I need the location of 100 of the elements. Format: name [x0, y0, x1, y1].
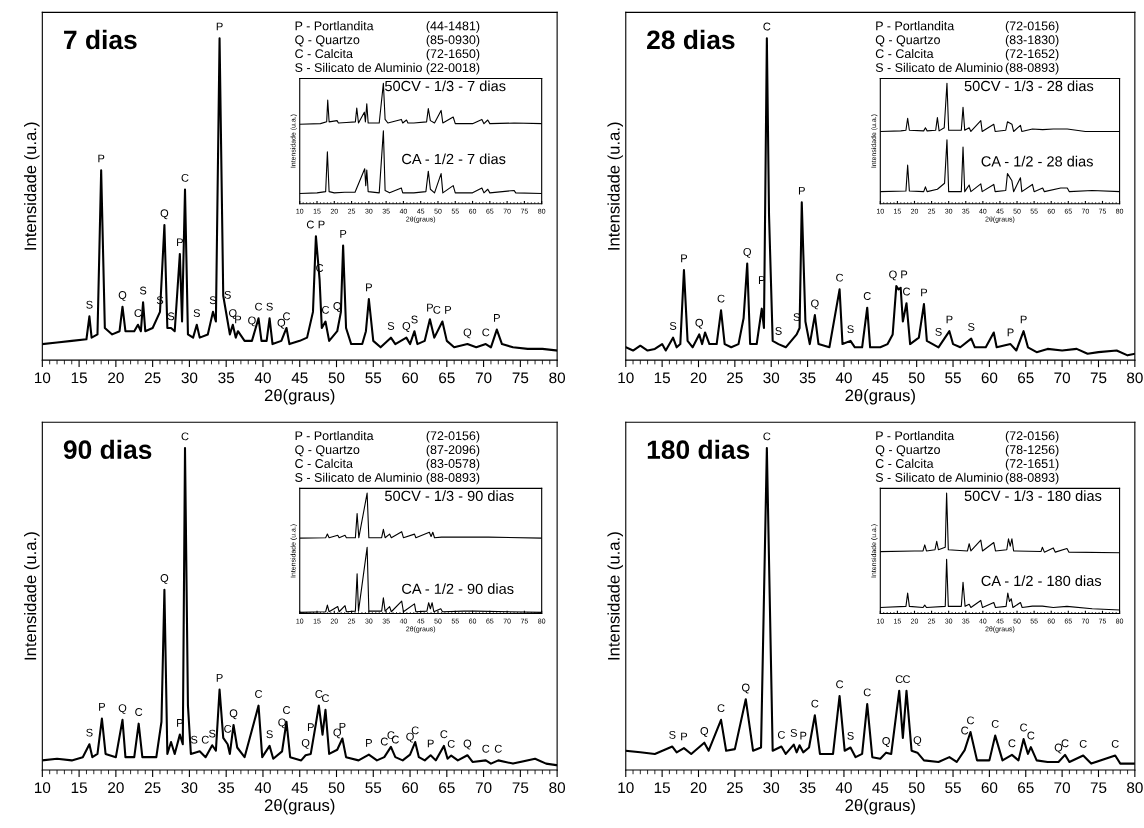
- annotation: Q: [160, 574, 169, 584]
- annotation: S: [411, 315, 418, 324]
- annotation: Q: [463, 739, 472, 750]
- annotation: S: [167, 312, 175, 321]
- x-axis-title: 2θ(graus): [845, 389, 915, 405]
- x-tick-label: 50: [328, 372, 345, 384]
- annotation: S - Silicato de Aluminio: [295, 472, 422, 482]
- x-tick-label: 30: [763, 372, 780, 384]
- annotation: P: [216, 22, 223, 31]
- chart-title: 28 dias: [647, 29, 735, 50]
- annotation: C: [961, 726, 969, 735]
- annotation: (87-2096): [426, 444, 480, 457]
- annotation: S: [86, 300, 93, 309]
- annotation: S: [935, 327, 942, 336]
- x-tick-label: 80: [1127, 782, 1143, 794]
- annotation: P: [339, 722, 346, 731]
- annotation: C: [811, 699, 819, 708]
- annotation: C: [322, 694, 330, 703]
- series-label: 50CV - 1/3 - 7 dias: [385, 80, 506, 92]
- annotation: P: [366, 739, 372, 747]
- annotation: C: [315, 690, 323, 698]
- chart-title: 90 dias: [63, 439, 152, 460]
- x-tick-label: 15: [71, 782, 87, 794]
- annotation: S: [266, 302, 273, 311]
- series-label: 50CV - 1/3 - 180 dias: [964, 490, 1102, 502]
- series-label: 50CV - 1/3 - 90 dias: [385, 490, 514, 502]
- annotation: C: [380, 737, 388, 746]
- annotation: P: [235, 315, 242, 324]
- annotation: C: [494, 744, 502, 753]
- annotation: C: [447, 739, 455, 748]
- x-tick-label: 35: [218, 372, 235, 384]
- x-axis-title: 2θ(graus): [845, 798, 915, 815]
- annotation: P: [177, 238, 183, 247]
- x-tick-label: 25: [727, 782, 743, 794]
- annotation: S - Silicato de Aluminio: [875, 472, 1003, 482]
- annotation: C - Calcita: [875, 458, 934, 468]
- x-tick-label: 60: [402, 372, 418, 384]
- x-tick-label: 75: [512, 782, 529, 794]
- annotation: P: [98, 154, 105, 163]
- series-label: CA - 1/2 - 28 dias: [981, 155, 1093, 167]
- annotation: C: [482, 328, 490, 337]
- annotation: S: [266, 730, 273, 739]
- x-axis-title: 2θ(graus): [264, 389, 335, 405]
- annotation: Q: [278, 718, 286, 729]
- text: P - Portlandita: [876, 430, 955, 441]
- annotation: C: [181, 432, 189, 441]
- x-tick-label: 75: [1090, 372, 1107, 384]
- y-axis-title: Intensidade (u.a.): [607, 122, 623, 250]
- x-tick-label: 70: [475, 782, 492, 794]
- annotation: P: [307, 723, 314, 731]
- x-tick-label: 75: [1090, 782, 1107, 794]
- annotation: (72-1652): [1005, 48, 1059, 61]
- annotation: S: [775, 327, 782, 335]
- chart-title: 7 dias: [64, 29, 137, 50]
- x-tick-label: 80: [549, 782, 566, 794]
- annotation: C: [1020, 723, 1028, 732]
- annotation: C: [181, 173, 189, 182]
- chart-title: 180 dias: [647, 439, 750, 460]
- annotation: (83-0578): [426, 458, 480, 471]
- annotation: Q: [118, 704, 127, 715]
- annotation: C: [895, 675, 903, 684]
- x-tick-label: 30: [181, 782, 198, 794]
- x-tick-label: 20: [690, 782, 707, 794]
- annotation: C: [1079, 739, 1087, 748]
- annotation: C: [763, 22, 771, 31]
- annotation: C: [717, 704, 725, 713]
- annotation: (72-1651): [1005, 458, 1059, 471]
- annotation: Q: [229, 709, 238, 720]
- annotation: Q: [1054, 743, 1063, 754]
- x-tick-label: 55: [365, 782, 382, 794]
- annotation: P: [1007, 328, 1014, 337]
- annotation: C - Calcita: [875, 48, 934, 59]
- x-tick-label: 20: [690, 372, 707, 384]
- x-tick-label: 50: [328, 782, 345, 794]
- annotation: S: [193, 309, 200, 318]
- annotation: Q: [160, 209, 169, 220]
- x-tick-label: 60: [981, 782, 998, 794]
- annotation: Q - Quartzo: [295, 445, 360, 457]
- x-tick-label: 55: [945, 782, 961, 794]
- text: P - Portlandita: [876, 21, 955, 31]
- x-tick-label: 45: [291, 782, 308, 794]
- x-tick-label: 70: [475, 372, 492, 384]
- text: (72-0156): [426, 430, 480, 443]
- annotation: Q - Quartzo: [295, 35, 360, 47]
- x-tick-label: 70: [1054, 372, 1071, 384]
- x-tick-label: 15: [654, 782, 670, 794]
- x-tick-label: 25: [144, 782, 161, 794]
- x-tick-label: 40: [835, 372, 852, 384]
- text: (44-1481): [426, 21, 480, 33]
- annotation: S - Silicato de Aluminio: [875, 62, 1003, 73]
- annotation: P: [445, 306, 452, 314]
- annotation: S: [968, 322, 975, 331]
- annotation: Q: [229, 309, 237, 319]
- annotation: C: [863, 688, 871, 697]
- x-tick-label: 65: [439, 782, 455, 794]
- annotation: P: [681, 254, 688, 263]
- x-tick-label: 60: [981, 372, 998, 384]
- annotation: S: [387, 322, 395, 330]
- annotation: Q: [743, 247, 752, 258]
- annotation: Q - Quartzo: [875, 35, 940, 47]
